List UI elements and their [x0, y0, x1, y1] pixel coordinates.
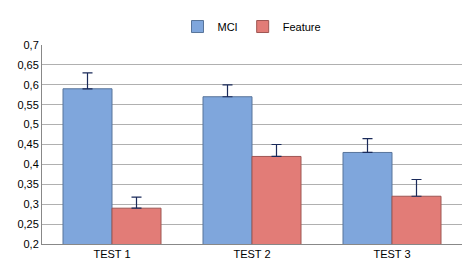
svg-text:0,55: 0,55 [17, 99, 38, 111]
svg-text:Feature: Feature [283, 21, 321, 33]
svg-text:0,5: 0,5 [24, 118, 39, 130]
svg-text:0,4: 0,4 [24, 158, 39, 170]
svg-text:0,25: 0,25 [17, 218, 38, 230]
svg-text:0,45: 0,45 [17, 138, 38, 150]
svg-text:0,6: 0,6 [24, 79, 39, 91]
svg-text:TEST 3: TEST 3 [373, 248, 410, 260]
svg-text:0,35: 0,35 [17, 178, 38, 190]
svg-text:0,2: 0,2 [24, 238, 39, 250]
svg-text:0,3: 0,3 [24, 198, 39, 210]
svg-text:MCI: MCI [218, 21, 238, 33]
svg-text:0,65: 0,65 [17, 59, 38, 71]
svg-text:TEST 2: TEST 2 [233, 248, 270, 260]
svg-text:TEST 1: TEST 1 [93, 248, 130, 260]
svg-text:0,7: 0,7 [24, 39, 39, 51]
